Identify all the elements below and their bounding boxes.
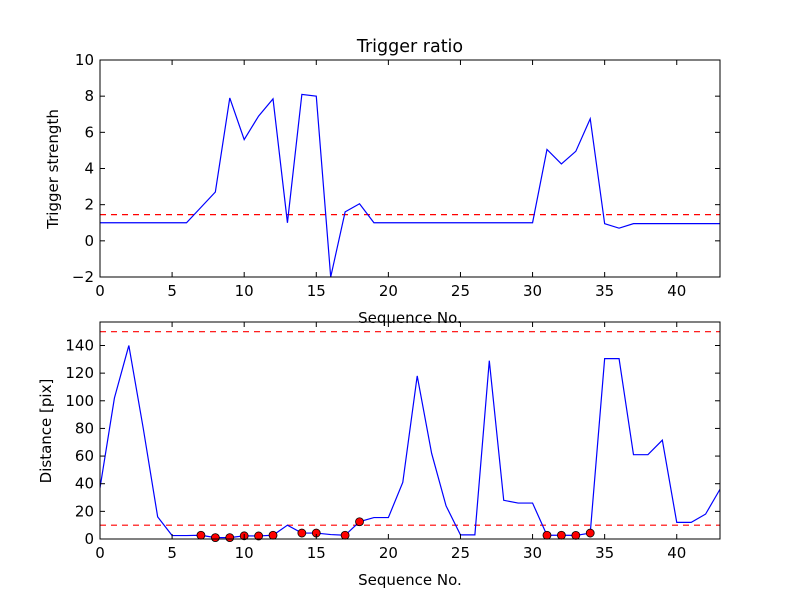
y-tick-label: 80 — [75, 419, 94, 437]
x-tick-label: 40 — [667, 544, 686, 562]
data-point-marker — [340, 530, 350, 540]
y-tick-label: 2 — [84, 196, 94, 214]
x-tick-label: 20 — [379, 282, 398, 300]
x-tick-label: 25 — [451, 544, 470, 562]
x-tick-label: 35 — [595, 282, 614, 300]
x-axis-label: Sequence No. — [358, 571, 462, 589]
data-point-marker — [556, 530, 566, 540]
trigger-ratio-chart: Trigger ratio 0 5 10 15 20 25 30 35 40−20246810 … — [44, 37, 721, 327]
y-tick-label: 60 — [75, 447, 94, 465]
series-line — [100, 93, 720, 277]
x-tick-label: 0 — [95, 544, 105, 562]
y-axis-label: Trigger strength — [44, 109, 62, 230]
x-tick-label: 10 — [235, 544, 254, 562]
x-tick-label: 25 — [451, 282, 470, 300]
x-tick-label: 35 — [595, 544, 614, 562]
x-tick-label: 30 — [523, 544, 542, 562]
y-tick-label: 40 — [75, 475, 94, 493]
data-point-marker — [254, 531, 264, 541]
y-tick-label: 100 — [65, 392, 94, 410]
x-tick-label: 30 — [523, 282, 542, 300]
y-tick-label: 6 — [84, 123, 94, 141]
x-tick-label: 0 — [95, 282, 105, 300]
plot-area: 0 5 10 15 20 25 30 35 40 0 20 40 60 80 100 120 140 — [65, 321, 721, 562]
data-point-marker — [297, 528, 307, 538]
x-tick-label: 15 — [307, 282, 326, 300]
y-tick-label: 0 — [84, 232, 94, 250]
x-tick-label: 20 — [379, 544, 398, 562]
y-tick-label: 120 — [65, 364, 94, 382]
x-tick-label: 10 — [235, 282, 254, 300]
x-tick-label: 5 — [167, 282, 177, 300]
data-point-marker — [210, 533, 220, 543]
y-tick-label: 10 — [75, 51, 94, 69]
y-tick-label: 0 — [84, 530, 94, 548]
x-tick-label: 15 — [307, 544, 326, 562]
x-tick-label: 5 — [167, 544, 177, 562]
data-point-marker — [571, 531, 581, 540]
data-point-marker — [225, 533, 235, 543]
y-axis-label: Distance [pix] — [37, 379, 55, 484]
data-point-marker — [585, 528, 595, 538]
x-tick-label: 40 — [667, 282, 686, 300]
data-point-marker — [196, 530, 206, 540]
y-tick-label: −2 — [72, 268, 94, 286]
axes-frame — [99, 321, 721, 540]
y-tick-label: 20 — [75, 502, 94, 520]
y-tick-label: 140 — [65, 336, 94, 354]
chart-title: Trigger ratio — [356, 37, 463, 57]
y-tick-label: 8 — [84, 87, 94, 105]
distance-chart: 0 5 10 15 20 25 30 35 40 0 20 40 60 80 100 120 140 Seque… — [37, 321, 721, 589]
data-point-marker — [355, 517, 364, 527]
y-tick-label: 4 — [84, 160, 94, 178]
data-point-marker — [268, 530, 278, 540]
x-axis-label: Sequence No. — [358, 309, 462, 327]
data-point-marker — [542, 530, 552, 540]
